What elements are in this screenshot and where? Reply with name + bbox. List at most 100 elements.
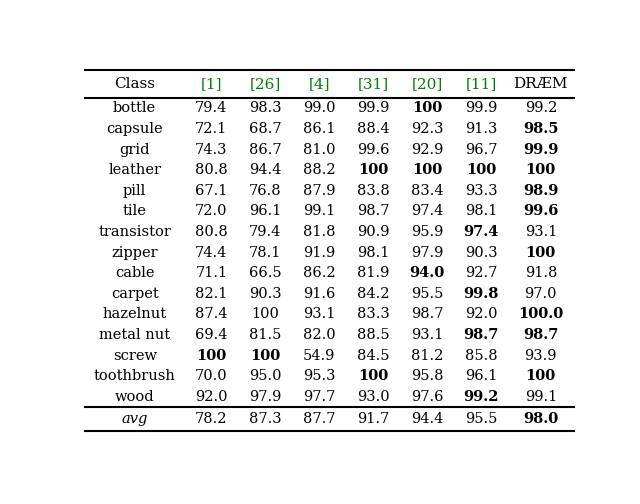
- Text: 76.8: 76.8: [249, 184, 282, 198]
- Text: DRÆM: DRÆM: [514, 77, 568, 91]
- Text: 98.7: 98.7: [523, 328, 559, 342]
- Text: pill: pill: [123, 184, 147, 198]
- Text: 97.6: 97.6: [411, 390, 444, 404]
- Text: 95.5: 95.5: [411, 287, 444, 301]
- Text: 100: 100: [358, 163, 388, 177]
- Text: 99.9: 99.9: [357, 101, 390, 115]
- Text: 74.3: 74.3: [195, 143, 228, 157]
- Text: 79.4: 79.4: [249, 225, 282, 239]
- Text: 70.0: 70.0: [195, 369, 228, 383]
- Text: 92.0: 92.0: [465, 307, 497, 322]
- Text: 98.5: 98.5: [523, 122, 559, 136]
- Text: 87.7: 87.7: [303, 412, 335, 426]
- Text: 84.5: 84.5: [357, 349, 390, 362]
- Text: 93.1: 93.1: [303, 307, 335, 322]
- Text: 72.0: 72.0: [195, 205, 228, 218]
- Text: 78.2: 78.2: [195, 412, 228, 426]
- Text: 81.9: 81.9: [357, 266, 390, 280]
- Text: 92.7: 92.7: [465, 266, 497, 280]
- Text: 82.0: 82.0: [303, 328, 335, 342]
- Text: 91.8: 91.8: [525, 266, 557, 280]
- Text: 100.0: 100.0: [518, 307, 563, 322]
- Text: 100: 100: [358, 369, 388, 383]
- Text: 97.4: 97.4: [411, 205, 444, 218]
- Text: 90.3: 90.3: [249, 287, 282, 301]
- Text: 90.3: 90.3: [465, 245, 497, 260]
- Text: 95.3: 95.3: [303, 369, 335, 383]
- Text: 86.2: 86.2: [303, 266, 335, 280]
- Text: leather: leather: [108, 163, 161, 177]
- Text: 99.2: 99.2: [463, 390, 499, 404]
- Text: 54.9: 54.9: [303, 349, 335, 362]
- Text: 100: 100: [412, 101, 442, 115]
- Text: 98.0: 98.0: [524, 412, 559, 426]
- Text: 87.4: 87.4: [195, 307, 228, 322]
- Text: [1]: [1]: [200, 77, 222, 91]
- Text: 93.3: 93.3: [465, 184, 497, 198]
- Text: 97.7: 97.7: [303, 390, 335, 404]
- Text: 81.2: 81.2: [411, 349, 444, 362]
- Text: 82.1: 82.1: [195, 287, 228, 301]
- Text: 97.0: 97.0: [525, 287, 557, 301]
- Text: 94.4: 94.4: [249, 163, 282, 177]
- Text: 99.6: 99.6: [357, 143, 390, 157]
- Text: 88.5: 88.5: [357, 328, 390, 342]
- Text: Class: Class: [114, 77, 155, 91]
- Text: 78.1: 78.1: [249, 245, 282, 260]
- Text: 69.4: 69.4: [195, 328, 228, 342]
- Text: 96.1: 96.1: [249, 205, 282, 218]
- Text: wood: wood: [115, 390, 154, 404]
- Text: 93.1: 93.1: [525, 225, 557, 239]
- Text: 98.7: 98.7: [463, 328, 499, 342]
- Text: 83.3: 83.3: [357, 307, 390, 322]
- Text: 92.0: 92.0: [195, 390, 228, 404]
- Text: 91.7: 91.7: [357, 412, 389, 426]
- Text: 99.8: 99.8: [463, 287, 499, 301]
- Text: capsule: capsule: [106, 122, 163, 136]
- Text: 91.3: 91.3: [465, 122, 497, 136]
- Text: 98.1: 98.1: [465, 205, 497, 218]
- Text: 93.1: 93.1: [411, 328, 444, 342]
- Text: transistor: transistor: [98, 225, 171, 239]
- Text: 86.7: 86.7: [249, 143, 282, 157]
- Text: grid: grid: [120, 143, 150, 157]
- Text: 99.9: 99.9: [465, 101, 497, 115]
- Text: hazelnut: hazelnut: [102, 307, 167, 322]
- Text: tile: tile: [123, 205, 147, 218]
- Text: 97.9: 97.9: [249, 390, 282, 404]
- Text: 91.9: 91.9: [303, 245, 335, 260]
- Text: 88.4: 88.4: [357, 122, 390, 136]
- Text: screw: screw: [113, 349, 157, 362]
- Text: 86.1: 86.1: [303, 122, 335, 136]
- Text: cable: cable: [115, 266, 154, 280]
- Text: 98.9: 98.9: [523, 184, 559, 198]
- Text: 99.6: 99.6: [523, 205, 559, 218]
- Text: 100: 100: [196, 349, 227, 362]
- Text: 99.0: 99.0: [303, 101, 335, 115]
- Text: 72.1: 72.1: [195, 122, 227, 136]
- Text: 93.0: 93.0: [357, 390, 390, 404]
- Text: 80.8: 80.8: [195, 225, 228, 239]
- Text: 84.2: 84.2: [357, 287, 390, 301]
- Text: 95.0: 95.0: [249, 369, 282, 383]
- Text: 99.1: 99.1: [525, 390, 557, 404]
- Text: 83.4: 83.4: [411, 184, 444, 198]
- Text: 98.3: 98.3: [249, 101, 282, 115]
- Text: 92.9: 92.9: [411, 143, 444, 157]
- Text: [26]: [26]: [250, 77, 281, 91]
- Text: [20]: [20]: [412, 77, 443, 91]
- Text: 99.1: 99.1: [303, 205, 335, 218]
- Text: 95.8: 95.8: [411, 369, 444, 383]
- Text: 79.4: 79.4: [195, 101, 228, 115]
- Text: 87.9: 87.9: [303, 184, 335, 198]
- Text: 66.5: 66.5: [249, 266, 282, 280]
- Text: 96.7: 96.7: [465, 143, 497, 157]
- Text: 100: 100: [525, 369, 556, 383]
- Text: 100: 100: [252, 307, 279, 322]
- Text: 83.8: 83.8: [357, 184, 390, 198]
- Text: 99.9: 99.9: [523, 143, 559, 157]
- Text: 97.4: 97.4: [463, 225, 499, 239]
- Text: 68.7: 68.7: [249, 122, 282, 136]
- Text: 91.6: 91.6: [303, 287, 335, 301]
- Text: 98.7: 98.7: [357, 205, 390, 218]
